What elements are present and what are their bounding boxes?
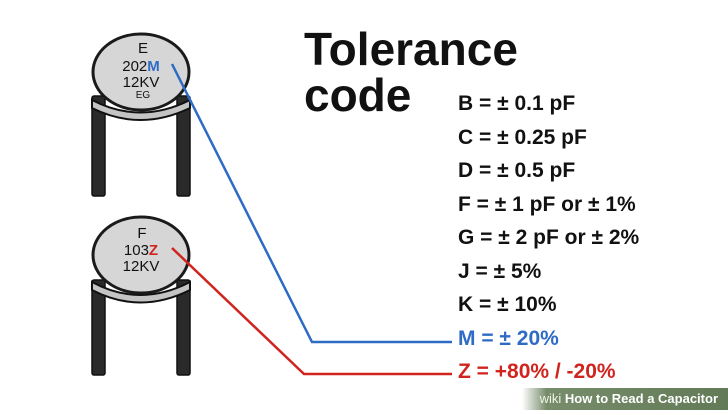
connector-line-m (170, 63, 452, 344)
title-line-2: code (304, 69, 412, 121)
capacitor-2-lead-left (91, 279, 106, 376)
capacitor-1-lead-right (176, 95, 191, 197)
capacitor-2-bulge (91, 280, 191, 304)
capacitor-1-maker: EG (136, 90, 151, 101)
tolerance-code-item: G = ± 2 pF or ± 2% (458, 226, 640, 249)
capacitor-2: F 103Z 12KV (91, 215, 191, 376)
capacitor-1-disc (91, 32, 191, 112)
watermark: wiki How to Read a Capacitor (521, 388, 728, 410)
tolerance-code-item: J = ± 5% (458, 259, 542, 283)
tolerance-code-item: C = ± 0.25 pF (458, 125, 587, 149)
tolerance-code-item: Z = +80% / -20% (458, 360, 616, 383)
tolerance-code-item: F = ± 1 pF or ± 1% (458, 192, 636, 216)
tolerance-code-item: D = ± 0.5 pF (458, 159, 576, 182)
capacitor-1-tolerance-letter: M (147, 58, 160, 75)
watermark-brand: wiki (539, 391, 562, 406)
capacitor-1-bulge (91, 98, 191, 121)
capacitor-1-lead-left (91, 95, 106, 197)
capacitor-2-tolerance-letter: Z (149, 242, 158, 259)
tolerance-code-item: K = ± 10% (458, 293, 557, 316)
diagram-title: Tolerance code (304, 26, 518, 118)
title-line-1: Tolerance (304, 23, 518, 75)
capacitor-1-code: 202M (122, 58, 160, 75)
connector-line-z (171, 247, 452, 376)
tolerance-code-item: B = ± 0.1 pF (458, 92, 576, 115)
capacitor-2-disc (91, 215, 191, 295)
capacitor-2-line1: F (137, 225, 146, 242)
tolerance-code-item: M = ± 20% (458, 326, 559, 350)
capacitor-1-voltage: 12KV (123, 74, 160, 91)
capacitor-2-voltage: 12KV (123, 258, 160, 275)
watermark-text: How to Read a Capacitor (564, 391, 718, 406)
tolerance-code-list: B = ± 0.1 pF C = ± 0.25 pF D = ± 0.5 pF F =… (458, 92, 639, 394)
capacitor-2-code: 103Z (124, 242, 158, 259)
capacitor-1-line1: E (138, 40, 148, 57)
capacitor-1: E 202M 12KV EG (91, 32, 191, 197)
capacitor-2-lead-right (176, 279, 191, 376)
